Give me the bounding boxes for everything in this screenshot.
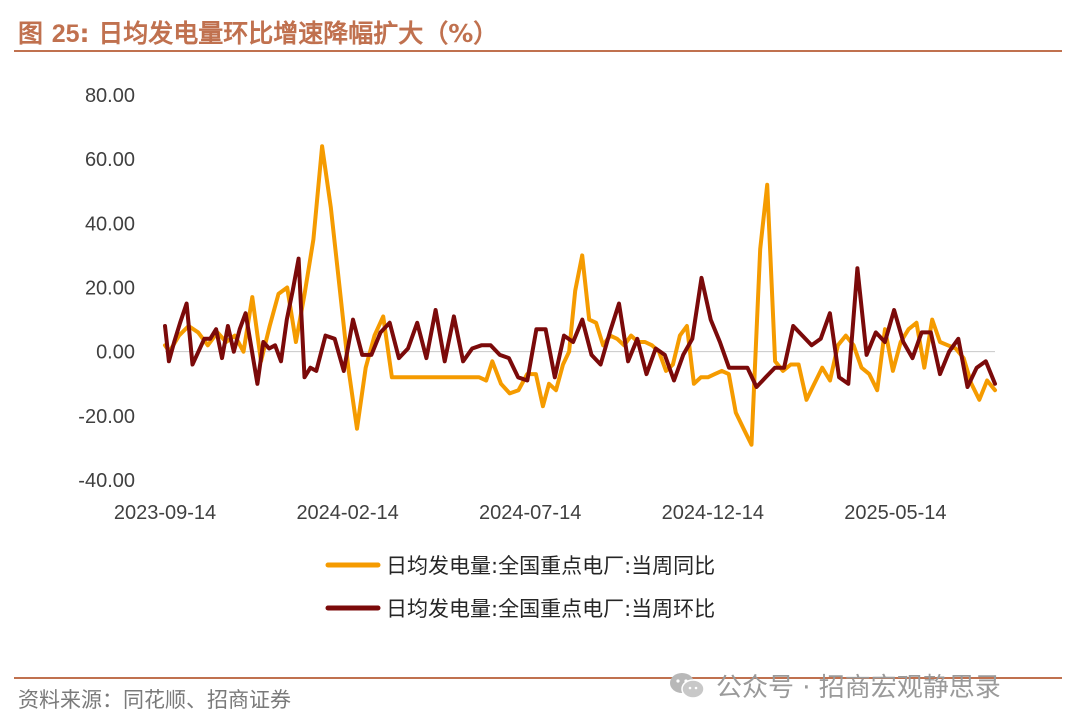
- watermark-text: 公众号 · 招商宏观静思录: [716, 673, 1001, 703]
- y-tick-label: 0.00: [96, 342, 135, 364]
- series-line-mom: [163, 256, 997, 389]
- y-tick-label: -40.00: [78, 470, 135, 492]
- wechat-icon: [670, 672, 705, 699]
- y-tick-label: 60.00: [85, 149, 135, 171]
- title-divider: [14, 50, 1062, 52]
- x-tick-label: 2025-05-14: [844, 502, 946, 524]
- figure-title-text: : 日均发电量环比增速降幅扩大（%）: [79, 19, 499, 48]
- y-tick-label: -20.00: [78, 406, 135, 428]
- chart-area: 80.00 60.00 40.00 20.00 0.00 -20.00 -40.00 2023…: [78, 85, 997, 621]
- series-line-yoy: [163, 144, 997, 447]
- x-tick-label: 2024-12-14: [662, 502, 764, 524]
- y-tick-label: 80.00: [85, 85, 135, 107]
- source-note: 资料来源：同花顺、招商证券: [18, 688, 291, 712]
- x-tick-label: 2023-09-14: [114, 502, 216, 524]
- footer-divider: [14, 677, 1062, 679]
- figure-title: 图 25: 日均发电量环比增速降幅扩大（%）: [18, 14, 498, 50]
- y-tick-label: 20.00: [85, 278, 135, 300]
- x-tick-label: 2024-07-14: [479, 502, 581, 524]
- figure-label: 图: [18, 19, 52, 48]
- legend-label-mom: 日均发电量:全国重点电厂:当周环比: [386, 597, 715, 621]
- y-tick-label: 40.00: [85, 213, 135, 235]
- figure-number: 25: [51, 20, 80, 48]
- x-tick-label: 2024-02-14: [296, 502, 398, 524]
- watermark: 公众号 · 招商宏观静思录: [668, 667, 1001, 704]
- legend-label-yoy: 日均发电量:全国重点电厂:当周同比: [386, 554, 715, 578]
